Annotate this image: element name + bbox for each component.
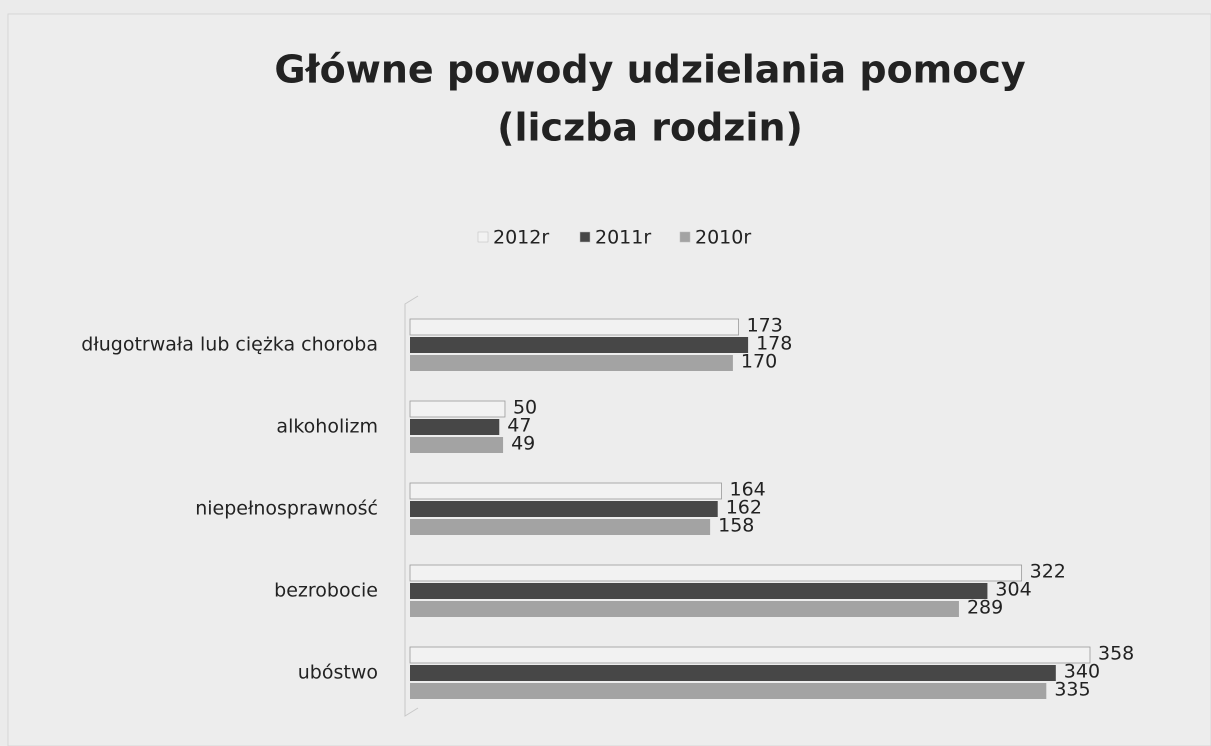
- legend-label: 2012r: [493, 227, 549, 249]
- legend-swatch: [477, 231, 489, 243]
- chart-subtitle: (liczba rodzin): [497, 106, 803, 150]
- y-tick-label: niepełnosprawność: [195, 498, 378, 520]
- value-label: 289: [967, 597, 1003, 619]
- bar: [409, 564, 1023, 582]
- legend-swatch: [579, 231, 591, 243]
- bar: [409, 318, 740, 336]
- bar: [409, 646, 1091, 664]
- value-label: 162: [726, 497, 762, 519]
- bar: [410, 601, 959, 617]
- y-tick-label: bezrobocie: [274, 580, 378, 602]
- value-label: 49: [511, 433, 535, 455]
- legend-swatch: [679, 231, 691, 243]
- bar: [410, 519, 711, 535]
- bar: [410, 665, 1056, 681]
- chart-title: Główne powody udzielania pomocy: [274, 48, 1026, 92]
- value-label: 304: [995, 579, 1031, 601]
- bar: [410, 437, 504, 453]
- bar: [409, 400, 506, 418]
- bar: [410, 683, 1047, 699]
- legend-label: 2010r: [695, 227, 751, 249]
- y-tick-label: ubóstwo: [298, 662, 378, 684]
- value-label: 178: [756, 333, 792, 355]
- bar: [410, 583, 988, 599]
- chart-area: [7, 13, 1211, 746]
- legend-label: 2011r: [595, 227, 651, 249]
- value-label: 158: [718, 515, 754, 537]
- value-label: 358: [1098, 643, 1134, 665]
- bar: [410, 501, 718, 517]
- y-tick-label: alkoholizm: [276, 416, 378, 438]
- value-label: 164: [730, 479, 766, 501]
- bar: [410, 355, 733, 371]
- bar: [410, 419, 500, 435]
- value-label: 322: [1030, 561, 1066, 583]
- value-label: 50: [513, 397, 537, 419]
- value-label: 335: [1054, 679, 1090, 701]
- bar: [409, 482, 722, 500]
- axis: [404, 295, 419, 717]
- value-label: 173: [747, 315, 783, 337]
- value-label: 340: [1064, 661, 1100, 683]
- value-label: 170: [741, 351, 777, 373]
- y-tick-label: długotrwała lub ciężka choroba: [81, 334, 378, 356]
- bar: [410, 337, 749, 353]
- value-label: 47: [507, 415, 531, 437]
